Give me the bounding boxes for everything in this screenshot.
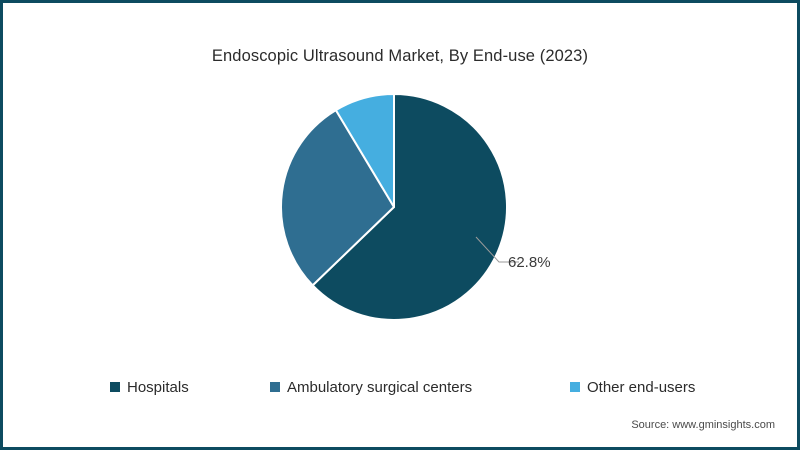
chart-title: Endoscopic Ultrasound Market, By End-use… bbox=[211, 47, 589, 65]
chart-legend: Hospitals Ambulatory surgical centers Ot… bbox=[3, 376, 797, 398]
value-label-leader-line bbox=[475, 236, 519, 263]
pie-slice[interactable] bbox=[311, 93, 508, 321]
legend-swatch-icon bbox=[110, 382, 120, 392]
legend-item-other-end-users[interactable]: Other end-users bbox=[570, 376, 695, 398]
legend-item-label: Ambulatory surgical centers bbox=[287, 378, 473, 396]
source-note: Source: www.gminsights.com bbox=[631, 419, 775, 431]
legend-item-ambulatory-surgical-centers[interactable]: Ambulatory surgical centers bbox=[270, 376, 472, 398]
legend-item-hospitals[interactable]: Hospitals bbox=[110, 376, 189, 398]
pie-chart-plot bbox=[280, 93, 508, 321]
pie-slice[interactable] bbox=[280, 109, 395, 287]
pie-slice-group bbox=[280, 93, 508, 321]
legend-swatch-icon bbox=[270, 382, 280, 392]
pie-slice[interactable] bbox=[334, 93, 395, 208]
pie-value-label-hospitals: 62.8% bbox=[508, 254, 551, 271]
legend-item-label: Hospitals bbox=[127, 378, 189, 396]
legend-swatch-icon bbox=[570, 382, 580, 392]
pie-svg bbox=[280, 93, 508, 321]
legend-item-label: Other end-users bbox=[587, 378, 696, 396]
